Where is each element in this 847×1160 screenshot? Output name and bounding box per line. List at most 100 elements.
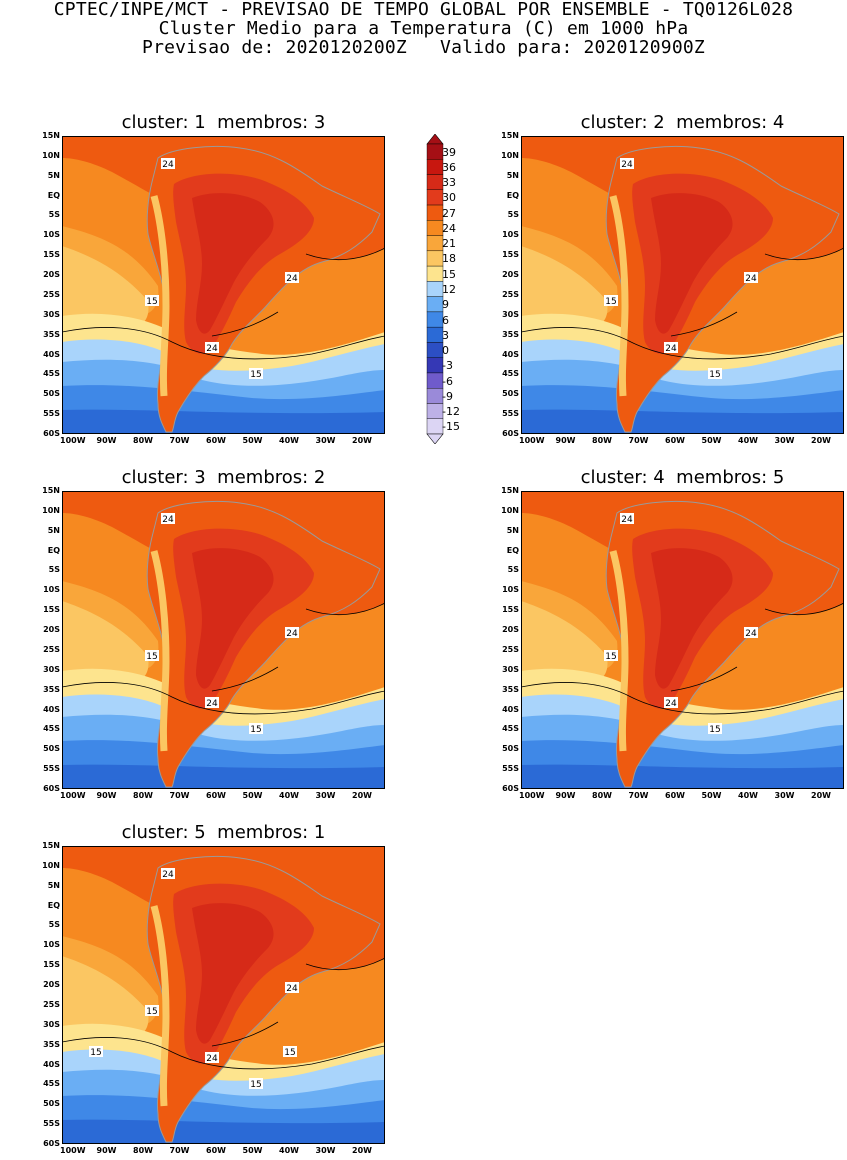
lat-tick-label: 55S — [502, 409, 519, 419]
lat-tick-label: 45S — [502, 724, 519, 734]
lat-tick-label: 20S — [502, 270, 519, 280]
lat-tick-label: EQ — [47, 900, 60, 910]
contour-label: 24 — [162, 870, 174, 880]
contour-label-bg — [205, 697, 219, 708]
lat-tick-label: 10N — [501, 505, 519, 515]
lat-tick-label: 45S — [43, 1079, 60, 1089]
lat-tick-label: 40S — [43, 1059, 60, 1069]
lon-tick-label: 40W — [279, 791, 299, 800]
contour-label: 24 — [665, 699, 677, 709]
lat-tick-label: 5N — [47, 880, 60, 890]
colorbar-label: 3 — [442, 328, 449, 342]
contour-label-bg — [205, 1052, 219, 1063]
map-frame — [62, 136, 385, 434]
lat-tick-label: 10S — [502, 230, 519, 240]
colorbar-label: 6 — [442, 313, 449, 327]
contour-label-bg — [744, 272, 758, 283]
contour-15 — [62, 327, 385, 360]
lat-tick-label: 35S — [43, 329, 60, 339]
lon-tick-label: 50W — [701, 436, 722, 445]
lon-tick-label: 80W — [592, 436, 612, 445]
lat-tick-label: 40S — [502, 704, 519, 714]
panel-title: cluster: 4 membros: 5 — [580, 467, 785, 488]
colorbar-swatch — [426, 296, 444, 313]
colorbar-label: 36 — [442, 160, 456, 174]
panel-title: cluster: 2 membros: 4 — [580, 112, 785, 133]
contour-label-bg — [145, 650, 159, 661]
contour-label-bg — [249, 723, 263, 734]
band-3 — [62, 1119, 385, 1144]
contour-label-bg — [249, 1078, 263, 1089]
colorbar-swatch — [426, 189, 444, 206]
map-frame — [521, 136, 844, 434]
andes-cool-band — [609, 195, 629, 397]
lat-tick-label: EQ — [47, 545, 60, 555]
lat-tick-label: 5S — [48, 210, 60, 220]
temperature-map: 24 15 24 24 15 15 15 — [62, 846, 385, 1144]
lon-tick-label: 80W — [133, 1146, 153, 1155]
lon-tick-label: 60W — [206, 1146, 226, 1155]
map-frame — [62, 491, 385, 789]
lat-tick-label: 15S — [502, 605, 519, 615]
lon-tick-label: 50W — [242, 1146, 263, 1155]
lon-tick-label: 70W — [628, 436, 649, 445]
lon-tick-label: 70W — [628, 791, 649, 800]
contour-label-bg — [161, 868, 175, 879]
panel-title: cluster: 3 membros: 2 — [121, 467, 326, 488]
contour-27 — [305, 247, 385, 261]
contour-15 — [521, 682, 844, 715]
colorbar-swatch — [426, 372, 444, 389]
panel-title: cluster: 1 membros: 3 — [121, 112, 326, 133]
colorbar-label: 9 — [442, 298, 449, 312]
colorbar-swatch — [426, 281, 444, 297]
header-line-3: Previsao de: 2020120200Z Valido para: 20… — [142, 37, 705, 58]
contour-label: 24 — [745, 274, 757, 284]
lon-tick-label: 30W — [315, 1146, 336, 1155]
lat-tick-label: 45S — [43, 369, 60, 379]
map-frame — [62, 846, 385, 1144]
temperature-map: 24 15 24 24 15 — [62, 491, 385, 789]
lat-tick-label: 15N — [501, 486, 519, 495]
contour-label: 24 — [665, 344, 677, 354]
contour-label: 15 — [146, 297, 157, 307]
temperature-map: 24 15 24 24 15 — [62, 136, 385, 434]
colorbar-label: 39 — [442, 145, 456, 159]
contour-label: 15 — [250, 370, 261, 380]
colorbar-swatch — [426, 342, 444, 358]
contour-27 — [764, 247, 844, 261]
andes-cool-band — [150, 550, 170, 752]
lon-tick-label: 50W — [701, 791, 722, 800]
andes-cool-band — [150, 905, 170, 1107]
contour-label: 15 — [146, 1007, 157, 1017]
contour-label: 24 — [162, 160, 174, 170]
lon-tick-label: 20W — [811, 436, 831, 445]
lon-tick-label: 100W — [60, 436, 86, 445]
lat-tick-label: 5S — [507, 210, 519, 220]
lon-tick-label: 20W — [352, 791, 372, 800]
map-frame — [521, 491, 844, 789]
contour-label: 15 — [605, 297, 616, 307]
temperature-map: 24 15 24 24 15 — [521, 136, 844, 434]
lon-tick-label: 80W — [592, 791, 612, 800]
lat-tick-label: 45S — [43, 724, 60, 734]
lon-tick-label: 70W — [169, 791, 190, 800]
lon-tick-label: 90W — [96, 436, 117, 445]
lon-tick-label: 40W — [738, 791, 758, 800]
band-3 — [521, 764, 844, 789]
contour-label: 24 — [162, 515, 174, 525]
lon-tick-label: 70W — [169, 436, 190, 445]
contour-label-bg — [285, 982, 299, 993]
contour-label-bg — [145, 295, 159, 306]
contour-15 — [62, 1037, 385, 1070]
contour-label: 24 — [206, 699, 218, 709]
lat-tick-label: 5S — [507, 565, 519, 575]
lon-tick-label: 20W — [352, 436, 372, 445]
contour-24 — [211, 666, 279, 692]
andes-cool-band — [609, 550, 629, 752]
lat-tick-label: 30S — [502, 309, 519, 319]
contour-label-bg — [145, 1005, 159, 1016]
lon-tick-label: 80W — [133, 791, 153, 800]
colorbar-swatch — [426, 311, 444, 328]
contour-label-bg — [604, 295, 618, 306]
contour-label-bg — [285, 627, 299, 638]
